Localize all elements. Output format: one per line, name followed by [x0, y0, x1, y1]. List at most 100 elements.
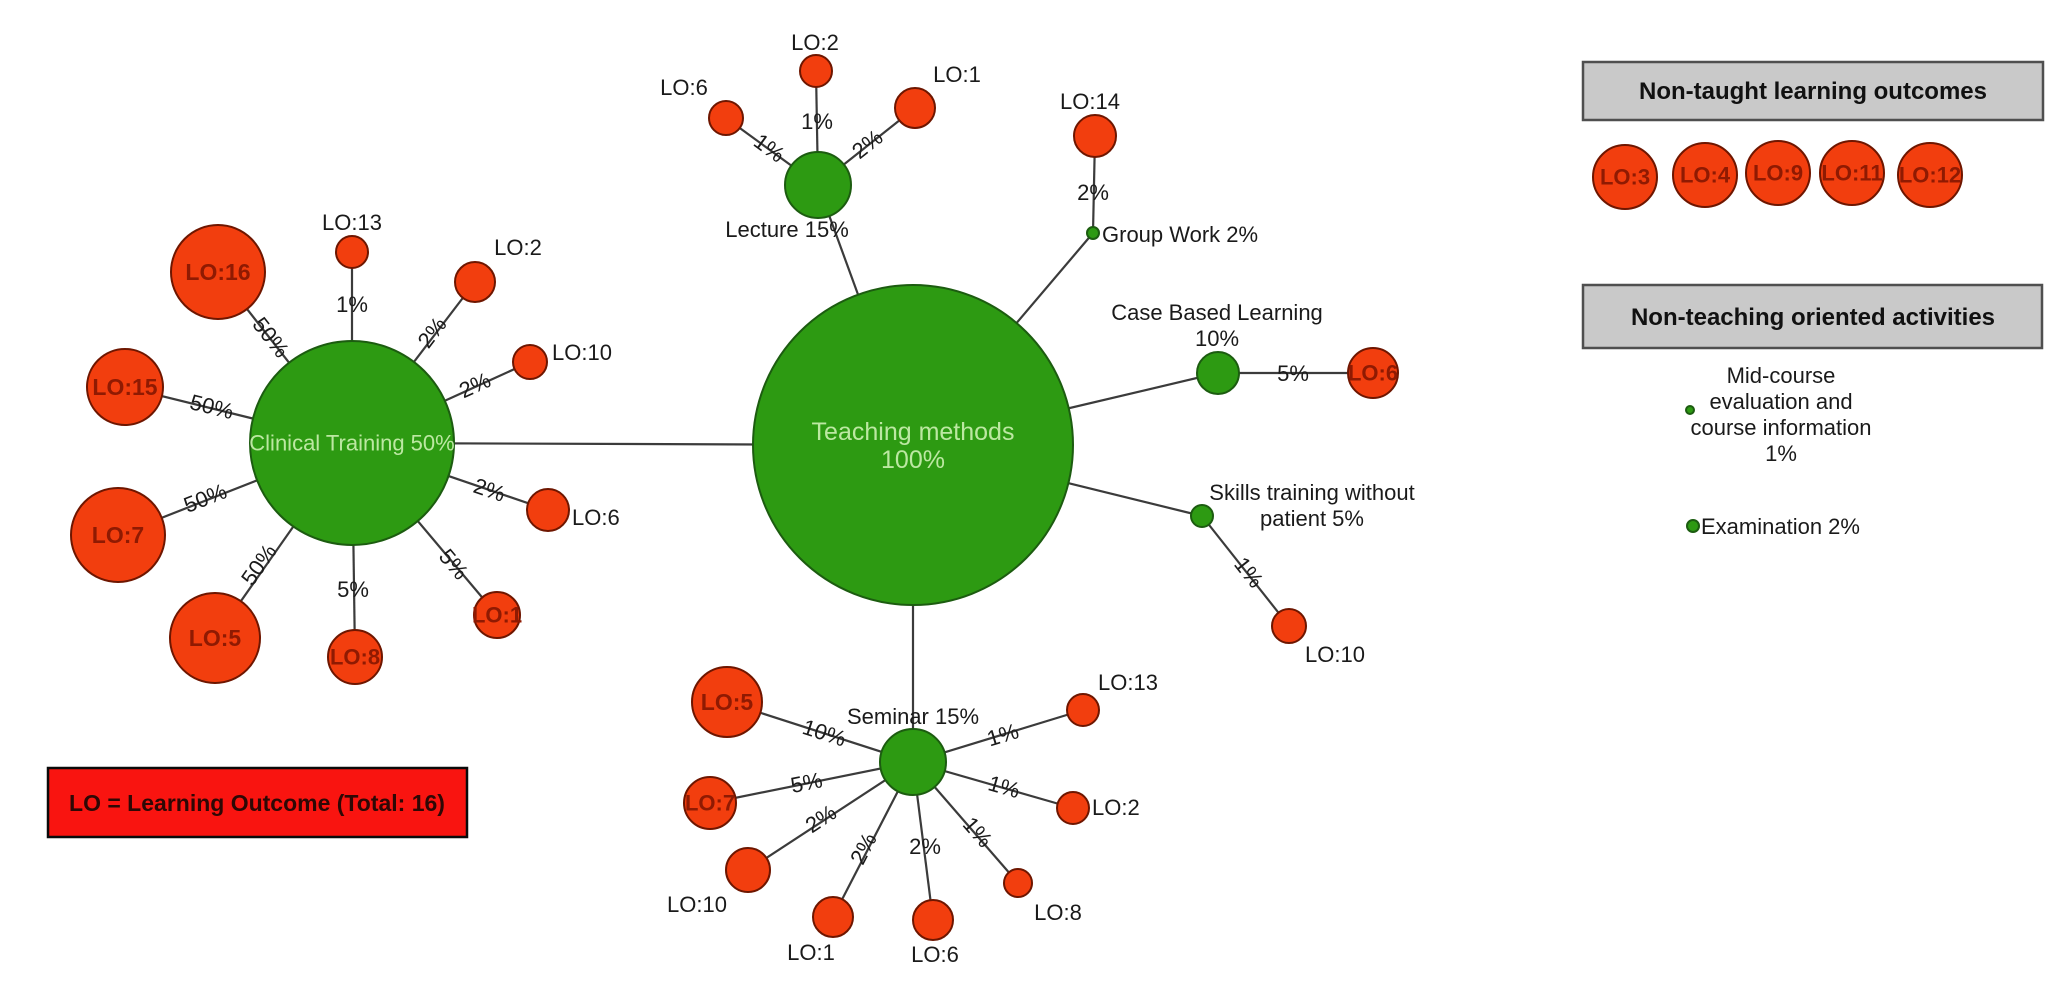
node-label-clinical: Clinical Training 50%	[249, 431, 454, 456]
edge-label-groupwork-g_lo14: 2%	[1077, 180, 1109, 205]
nodes-layer	[70, 54, 1963, 941]
labels-layer: 1%1%2%2%5%1%50%1%2%50%2%2%50%50% 5%5%10%5…	[92, 30, 1961, 967]
node-cbl_lo6-circle	[1347, 347, 1399, 399]
edge-skills-s_lo10	[1201, 515, 1290, 627]
node-nt_lo12-circle	[1897, 142, 1963, 208]
node-c_lo2-circle	[454, 261, 496, 303]
node-sem_lo5-circle	[691, 666, 763, 738]
node-label-c_lo1: LO:1	[472, 603, 522, 628]
node-label-cbl_lo6: LO:6	[1348, 361, 1398, 386]
node-label-c_lo7: LO:7	[92, 522, 144, 548]
node-c_lo5-circle	[169, 592, 261, 684]
non-taught-header-label: Non-taught learning outcomes	[1639, 78, 1987, 105]
edge-label-seminar-sem_lo5: 10%	[800, 714, 850, 751]
edge-label-lecture-l_lo6: 1%	[749, 128, 789, 167]
edge-label-clinical-c_lo6: 2%	[470, 473, 508, 507]
node-label-sem_lo7: LO:7	[685, 791, 735, 816]
node-label-l_lo6: LO:6	[660, 75, 708, 100]
edge-label-clinical-c_lo5: 50%	[236, 539, 282, 589]
node-label-nt_lo11: LO:11	[1821, 161, 1882, 186]
node-label-seminar: Seminar 15%	[847, 704, 979, 729]
node-label-nt_lo12: LO:12	[1899, 163, 1961, 188]
node-c_lo6-circle	[526, 488, 570, 532]
node-teaching-circle	[752, 284, 1074, 606]
node-l_lo1-circle	[894, 87, 936, 129]
node-label-sem_lo10: LO:10	[667, 892, 727, 917]
node-c_lo15-circle	[86, 348, 164, 426]
edge-label-clinical-c_lo10: 2%	[455, 367, 494, 403]
edge-label-clinical-c_lo2: 2%	[412, 312, 451, 352]
edge-label-clinical-c_lo13: 1%	[336, 292, 368, 317]
legend-and-headers-layer: Non-taught learning outcomes Non-teaching…	[46, 60, 2045, 839]
node-c_lo1-circle	[473, 591, 521, 639]
node-label-l_lo1: LO:1	[933, 62, 981, 87]
node-label-sem_lo2: LO:2	[1092, 795, 1140, 820]
node-g_lo14-circle	[1073, 114, 1117, 158]
node-clinical-circle	[249, 340, 455, 546]
node-label-g_lo14: LO:14	[1060, 89, 1120, 114]
edge-label-seminar-sem_lo6: 2%	[909, 834, 941, 859]
node-label-c_lo6: LO:6	[572, 505, 620, 530]
edge-label-seminar-sem_lo2: 1%	[985, 770, 1022, 803]
node-label-sem_lo6: LO:6	[911, 942, 959, 967]
edge-label-cbl-cbl_lo6: 5%	[1277, 361, 1309, 386]
node-sem_lo6-circle	[912, 899, 954, 941]
node-label-nt_lo4: LO:4	[1680, 163, 1731, 188]
edge-label-clinical-c_lo8: 5%	[337, 577, 369, 602]
edge-label-clinical-c_lo7: 50%	[180, 478, 230, 517]
node-nt_lo4-circle	[1672, 142, 1738, 208]
node-seminar-circle	[879, 728, 947, 796]
node-sem_lo10-circle	[725, 847, 771, 893]
node-c_lo8-circle	[327, 629, 383, 685]
node-sem_lo13-circle	[1066, 693, 1100, 727]
node-label-sem_lo8: LO:8	[1034, 900, 1082, 925]
node-label-exam: Examination 2%	[1701, 514, 1860, 539]
node-label-l_lo2: LO:2	[791, 30, 839, 55]
edge-label-seminar-sem_lo13: 1%	[984, 718, 1022, 751]
node-groupwork-circle	[1086, 226, 1100, 240]
node-label-cbl: Case Based Learning 10%	[1111, 300, 1323, 351]
node-label-midcourse: Mid-course evaluation and course informati…	[1691, 363, 1872, 466]
node-label-nt_lo9: LO:9	[1753, 161, 1803, 186]
lo-legend-label: LO = Learning Outcome (Total: 16)	[69, 790, 445, 816]
node-nt_lo3-circle	[1592, 144, 1658, 210]
node-c_lo13-circle	[335, 235, 369, 269]
node-skills-circle	[1190, 504, 1214, 528]
non-taught-header-box	[1581, 60, 2045, 122]
node-label-nt_lo3: LO:3	[1600, 165, 1650, 190]
node-c_lo7-circle	[70, 487, 166, 583]
node-lecture-circle	[784, 151, 852, 219]
node-exam-circle	[1686, 519, 1700, 533]
node-label-teaching: Teaching methods 100%	[812, 418, 1015, 474]
non-teaching-header-label: Non-teaching oriented activities	[1631, 304, 1995, 331]
node-l_lo6-circle	[708, 100, 744, 136]
edge-label-seminar-sem_lo8: 1%	[958, 812, 998, 852]
node-s_lo10-circle	[1271, 608, 1307, 644]
node-nt_lo11-circle	[1819, 140, 1885, 206]
node-c_lo10-circle	[512, 344, 548, 380]
edge-seminar-sem_lo7	[709, 760, 914, 805]
node-label-c_lo5: LO:5	[189, 625, 242, 651]
node-sem_lo1-circle	[812, 896, 854, 938]
node-sem_lo2-circle	[1056, 791, 1090, 825]
node-label-c_lo8: LO:8	[330, 645, 380, 670]
node-label-c_lo13: LO:13	[322, 210, 382, 235]
node-nt_lo9-circle	[1745, 140, 1811, 206]
edge-label-clinical-c_lo1: 5%	[434, 544, 474, 584]
node-label-sem_lo1: LO:1	[787, 940, 835, 965]
node-label-skills: Skills training without patient 5%	[1209, 480, 1414, 531]
node-midcourse-circle	[1685, 405, 1695, 415]
node-label-sem_lo13: LO:13	[1098, 670, 1158, 695]
lo-legend-box	[46, 766, 469, 839]
node-label-s_lo10: LO:10	[1305, 642, 1365, 667]
node-l_lo2-circle	[799, 54, 833, 88]
node-cbl-circle	[1196, 351, 1240, 395]
edge-label-lecture-l_lo2: 1%	[801, 109, 833, 134]
edge-label-clinical-c_lo15: 50%	[187, 389, 236, 424]
non-teaching-header-box	[1581, 283, 2044, 350]
node-label-c_lo15: LO:15	[92, 374, 157, 400]
node-sem_lo7-circle	[683, 776, 737, 830]
node-label-groupwork: Group Work 2%	[1102, 222, 1258, 247]
